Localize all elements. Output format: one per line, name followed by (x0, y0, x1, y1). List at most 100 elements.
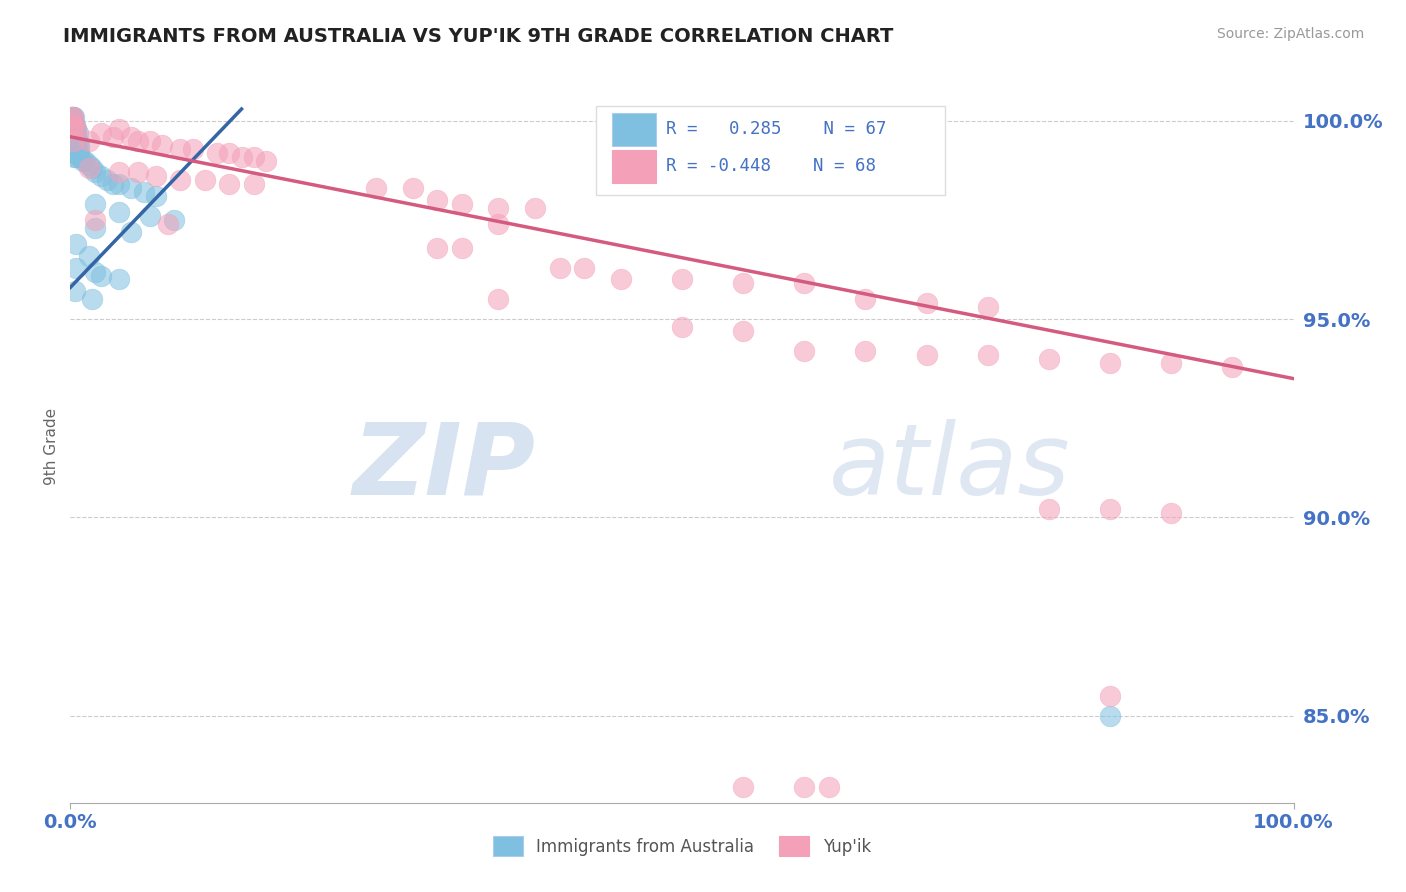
Point (60, 134, 83, 148)
Point (96, 173, 118, 187)
Point (243, 178, 266, 192)
Point (671, 272, 693, 286)
Point (733, 277, 755, 291)
Point (132, 186, 155, 200)
Point (60, 142, 83, 156)
Point (63, 110, 86, 124)
Point (108, 121, 131, 136)
Point (139, 134, 162, 148)
Point (62, 126, 84, 140)
Point (60, 118, 83, 132)
Point (77, 161, 100, 176)
Point (60, 121, 83, 136)
Text: atlas: atlas (828, 419, 1070, 516)
Point (194, 173, 217, 187)
Point (65, 129, 87, 144)
Point (65, 150, 87, 164)
Point (63, 118, 86, 132)
Point (855, 293, 877, 307)
Point (62, 142, 84, 156)
Point (72, 153, 94, 168)
Point (976, 300, 998, 314)
Point (63, 134, 86, 148)
FancyBboxPatch shape (612, 150, 657, 183)
Point (181, 142, 204, 156)
Point (63, 134, 86, 148)
Point (402, 181, 425, 195)
Point (60, 110, 83, 124)
Point (63, 118, 86, 132)
Point (145, 189, 167, 203)
Point (108, 205, 131, 219)
Point (793, 343, 815, 358)
Point (150, 137, 173, 152)
Point (169, 142, 191, 156)
Point (426, 241, 449, 255)
Point (572, 260, 595, 275)
Point (145, 169, 167, 184)
Text: R =   0.285    N = 67: R = 0.285 N = 67 (666, 120, 887, 138)
Point (60, 118, 83, 132)
Legend: Immigrants from Australia, Yup'ik: Immigrants from Australia, Yup'ik (486, 830, 877, 863)
Point (65, 142, 87, 156)
Point (108, 178, 131, 192)
Point (77, 249, 100, 263)
Point (610, 272, 633, 286)
Point (1099, 689, 1122, 703)
Point (366, 181, 388, 195)
Point (60, 110, 83, 124)
Point (63, 118, 86, 132)
Point (65, 121, 87, 136)
Point (205, 145, 228, 160)
Point (67, 142, 90, 156)
Point (66, 126, 89, 140)
Point (915, 296, 938, 310)
Point (66, 134, 89, 148)
Point (1038, 351, 1060, 366)
Point (63, 145, 86, 160)
Point (77, 134, 100, 148)
Point (63, 129, 86, 144)
FancyBboxPatch shape (612, 112, 657, 145)
Point (1099, 356, 1122, 370)
Text: ZIP: ZIP (352, 419, 536, 516)
Point (243, 150, 266, 164)
Point (817, 780, 839, 794)
Point (793, 277, 815, 291)
Text: IMMIGRANTS FROM AUSTRALIA VS YUP'IK 9TH GRADE CORRELATION CHART: IMMIGRANTS FROM AUSTRALIA VS YUP'IK 9TH … (63, 27, 894, 45)
Point (733, 780, 755, 794)
Point (67, 137, 90, 152)
Y-axis label: 9th Grade: 9th Grade (44, 408, 59, 484)
Point (90, 126, 112, 140)
Point (488, 293, 510, 307)
Point (426, 193, 449, 207)
Point (63, 142, 86, 156)
Point (65, 121, 87, 136)
Point (121, 129, 143, 144)
Point (60, 110, 83, 124)
Point (83, 213, 105, 227)
Point (524, 201, 547, 215)
Point (66, 145, 89, 160)
Point (1099, 502, 1122, 516)
Point (83, 165, 105, 179)
Point (127, 134, 149, 148)
Point (1160, 356, 1182, 370)
Point (63, 137, 86, 152)
Point (90, 169, 112, 184)
Point (855, 343, 877, 358)
Point (69, 150, 91, 164)
Point (1038, 502, 1060, 516)
Point (82, 293, 104, 307)
Point (60, 129, 83, 144)
Point (121, 225, 143, 239)
Text: Source: ZipAtlas.com: Source: ZipAtlas.com (1216, 27, 1364, 41)
Point (793, 780, 815, 794)
Point (77, 157, 100, 171)
Point (488, 217, 510, 231)
Point (157, 217, 180, 231)
Text: R = -0.448    N = 68: R = -0.448 N = 68 (666, 157, 876, 175)
Point (121, 181, 143, 195)
Point (450, 197, 472, 211)
Point (101, 178, 124, 192)
